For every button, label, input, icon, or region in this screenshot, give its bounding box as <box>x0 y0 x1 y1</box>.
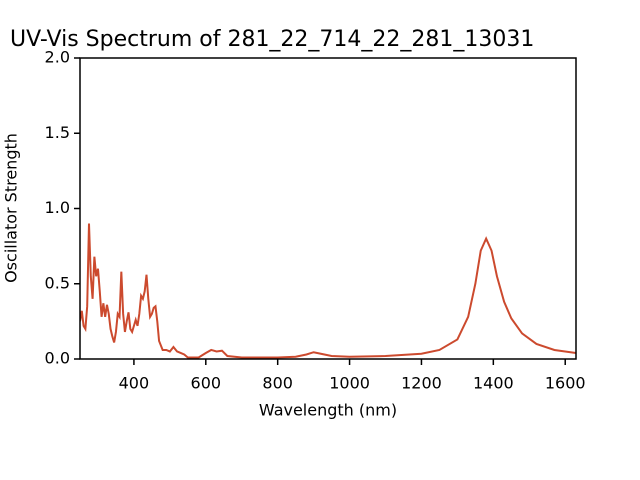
y-axis-label: Oscillator Strength <box>2 133 21 283</box>
y-tick-label: 1.5 <box>45 123 70 142</box>
x-tick-label: 800 <box>262 374 293 393</box>
x-tick-label: 1600 <box>545 374 586 393</box>
data-line <box>80 223 576 359</box>
x-axis-label: Wavelength (nm) <box>259 401 397 420</box>
y-tick-label: 1.0 <box>45 198 70 217</box>
y-tick-label: 0.5 <box>45 273 70 292</box>
x-tick-label: 1400 <box>473 374 514 393</box>
x-tick-label: 400 <box>119 374 150 393</box>
y-tick-label: 0.0 <box>45 349 70 368</box>
plot-frame <box>79 57 577 360</box>
x-tick-label: 1200 <box>401 374 442 393</box>
chart-title: UV-Vis Spectrum of 281_22_714_22_281_130… <box>10 27 534 52</box>
y-tick-label: 2.0 <box>45 48 70 67</box>
x-tick-label: 1000 <box>329 374 370 393</box>
x-tick-label: 600 <box>191 374 222 393</box>
